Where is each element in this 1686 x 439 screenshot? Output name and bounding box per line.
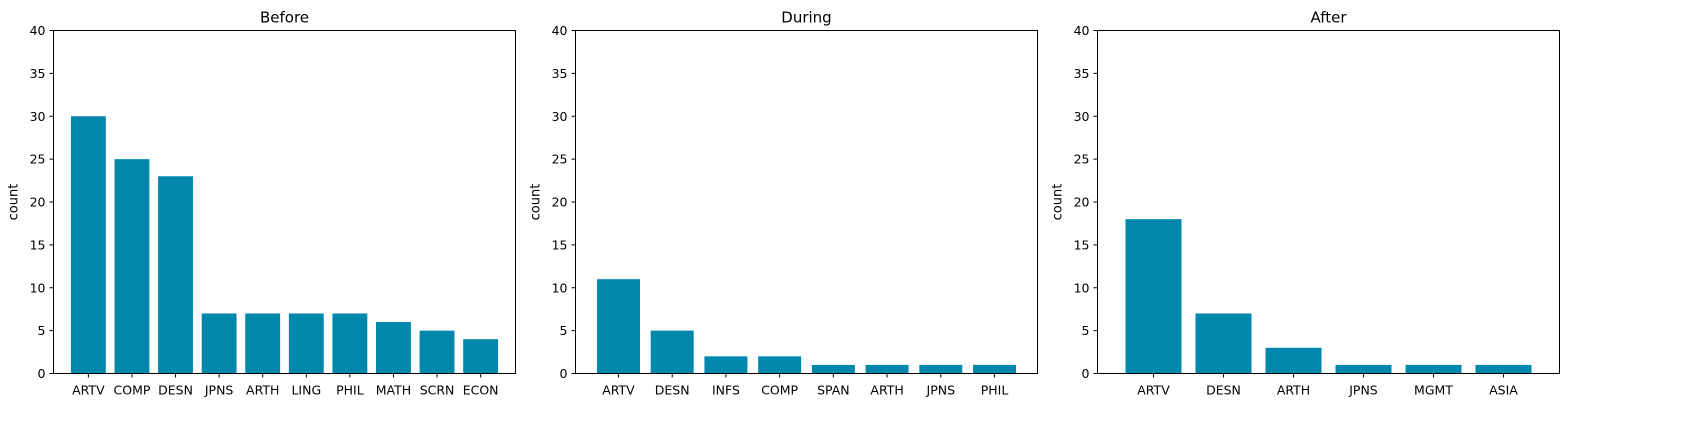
chart-panel-before: 0 5 10 15 20 25 30 35 40 ARTV COMP DESN JPNS ARTH LING… xyxy=(7,9,516,398)
x-tick-label: INFS xyxy=(712,383,740,398)
y-tick-label: 10 xyxy=(30,280,46,295)
chart-panel-after: 0 5 10 15 20 25 30 35 40 ARTV DESN ARTH JPNS MGMT ASIA… xyxy=(1051,9,1560,398)
y-tick-label: 35 xyxy=(1074,66,1090,81)
y-tick-label: 25 xyxy=(30,152,46,167)
x-tick-label: JPNS xyxy=(926,383,956,398)
y-tick-label: 20 xyxy=(552,195,568,210)
bar-arth xyxy=(245,313,281,374)
x-tick-label: COMP xyxy=(761,383,798,398)
x-tick-label: LING xyxy=(291,383,321,398)
bar-desn xyxy=(158,176,193,374)
chart-panel-during: 0 5 10 15 20 25 30 35 40 ARTV DESN INFS COMP SPAN ARTH… xyxy=(529,9,1038,398)
bar-jpns xyxy=(201,313,237,374)
y-tick-label: 30 xyxy=(1074,109,1090,124)
y-axis-label: count xyxy=(7,184,22,221)
y-tick-label: 15 xyxy=(1074,237,1090,252)
bar-span xyxy=(811,364,855,374)
bar-arth xyxy=(1265,347,1322,374)
x-tick-label: PHIL xyxy=(981,383,1009,398)
y-tick-label: 40 xyxy=(552,23,568,38)
bar-jpns xyxy=(1335,364,1392,374)
y-tick-label: 15 xyxy=(552,237,568,252)
x-tick-label: DESN xyxy=(655,383,690,398)
bar-artv xyxy=(70,116,106,374)
y-tick-label: 10 xyxy=(552,280,568,295)
bar-math xyxy=(376,322,411,374)
x-tick-label: SCRN xyxy=(420,383,455,398)
bar-mgmt xyxy=(1405,364,1462,374)
y-tick-label: 5 xyxy=(38,323,46,338)
plot-frame xyxy=(575,30,1038,374)
y-axis-label: count xyxy=(529,184,544,221)
y-tick-label: 20 xyxy=(1074,195,1090,210)
x-tick-label: JPNS xyxy=(204,383,234,398)
y-tick-label: 30 xyxy=(30,109,46,124)
bar-econ xyxy=(463,339,499,374)
y-tick-label: 40 xyxy=(1074,23,1090,38)
x-tick-label: ARTV xyxy=(1137,383,1170,398)
y-tick-label: 30 xyxy=(552,109,568,124)
x-tick-label: ECON xyxy=(463,383,499,398)
x-tick-label: ARTH xyxy=(870,383,903,398)
y-tick-label: 35 xyxy=(552,66,568,81)
y-tick-label: 10 xyxy=(1074,280,1090,295)
bar-ling xyxy=(288,313,324,374)
bar-jpns xyxy=(919,364,963,374)
y-axis-label: count xyxy=(1051,184,1066,221)
x-tick-label: SPAN xyxy=(817,383,850,398)
y-tick-label: 40 xyxy=(30,23,46,38)
bar-artv xyxy=(1125,219,1182,374)
y-tick-label: 0 xyxy=(38,366,46,381)
x-tick-label: DESN xyxy=(158,383,193,398)
bar-phil xyxy=(973,364,1017,374)
x-tick-label: PHIL xyxy=(336,383,364,398)
chart-title: Before xyxy=(260,9,309,27)
x-tick-label: COMP xyxy=(114,383,151,398)
bar-desn xyxy=(650,330,694,374)
bar-arth xyxy=(865,364,909,374)
y-tick-label: 25 xyxy=(552,152,568,167)
bar-infs xyxy=(704,356,748,374)
bar-scrn xyxy=(419,330,455,374)
x-tick-label: ARTH xyxy=(1277,383,1310,398)
chart-title: During xyxy=(781,9,831,27)
bar-asia xyxy=(1475,364,1532,374)
y-tick-label: 0 xyxy=(1082,366,1090,381)
bar-comp xyxy=(114,159,150,374)
y-tick-label: 15 xyxy=(30,237,46,252)
x-tick-label: MATH xyxy=(376,383,411,398)
bar-desn xyxy=(1195,313,1252,374)
chart-title: After xyxy=(1310,9,1347,27)
bar-phil xyxy=(332,313,368,374)
x-tick-label: ASIA xyxy=(1489,383,1518,398)
y-tick-label: 5 xyxy=(560,323,568,338)
x-tick-label: DESN xyxy=(1206,383,1241,398)
x-tick-label: ARTH xyxy=(246,383,279,398)
y-tick-label: 20 xyxy=(30,195,46,210)
x-tick-label: ARTV xyxy=(72,383,105,398)
x-tick-label: ARTV xyxy=(602,383,635,398)
x-tick-label: JPNS xyxy=(1348,383,1378,398)
x-tick-label: MGMT xyxy=(1414,383,1453,398)
y-tick-label: 5 xyxy=(1082,323,1090,338)
bar-artv xyxy=(596,279,640,374)
y-tick-label: 0 xyxy=(560,366,568,381)
y-tick-label: 25 xyxy=(1074,152,1090,167)
bar-comp xyxy=(758,356,802,374)
y-tick-label: 35 xyxy=(30,66,46,81)
